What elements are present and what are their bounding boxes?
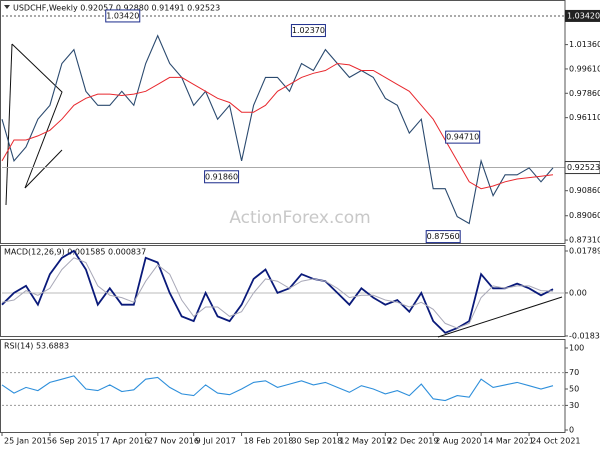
y-tick-label: 50 <box>569 385 579 394</box>
annotation-box <box>425 230 461 244</box>
x-tick-label: 22 Dec 2019 <box>387 437 438 446</box>
y-tick-label: 0.90860 <box>569 186 600 195</box>
x-tick-label: 18 Feb 2018 <box>244 437 294 446</box>
y-tick-label: 30 <box>569 401 579 410</box>
y-tick-label: 1.01360 <box>569 40 600 49</box>
rsi-title: RSI(14) 53.6883 <box>4 342 69 351</box>
annotation-box <box>290 24 326 38</box>
annotation-box <box>204 170 240 184</box>
watermark: ActionForex.com <box>229 208 370 228</box>
x-tick-label: 6 Sep 2015 <box>52 437 98 446</box>
x-tick-label: 30 Sep 2018 <box>291 437 342 446</box>
hline-label: 1.03420 <box>567 11 600 20</box>
price-panel <box>0 0 566 244</box>
triangle-side <box>5 43 13 206</box>
x-tick-label: 12 May 2019 <box>339 437 391 446</box>
macd-trendline <box>437 296 563 338</box>
annotation-label: 1.02370 <box>292 26 325 35</box>
triangle <box>11 43 63 189</box>
y-tick-label: -0.018354 <box>569 331 600 340</box>
annotation-box <box>445 130 481 144</box>
x-tick-label: 14 Mar 2021 <box>483 437 534 446</box>
trend-lines <box>5 43 563 338</box>
y-tick-label: 0.96110 <box>569 113 600 122</box>
y-tick-label: 0.00 <box>569 288 587 297</box>
series-line <box>1 249 554 334</box>
y-tick-label: 0.97860 <box>569 89 600 98</box>
x-tick-label: 27 Nov 2016 <box>148 437 199 446</box>
last-label: 0.92523 <box>567 163 600 172</box>
x-tick-label: 2 Aug 2020 <box>435 437 481 446</box>
series-line <box>1 62 554 190</box>
y-tick-label: 0.017898 <box>569 246 600 255</box>
menu-arrow <box>4 5 10 9</box>
hline-marker <box>565 9 600 22</box>
series-line <box>1 34 554 225</box>
annotation-label: 0.94710 <box>446 133 479 142</box>
macd-panel <box>0 245 566 337</box>
series-line <box>1 257 554 329</box>
series-line <box>1 375 554 402</box>
y-tick-label: 0.99610 <box>569 64 600 73</box>
annotation-label: 0.87560 <box>427 232 460 241</box>
triangle-base <box>24 149 63 189</box>
x-tick-label: 9 Jul 2017 <box>196 437 236 446</box>
x-tick-label: 17 Apr 2016 <box>100 437 149 446</box>
x-tick-label: 24 Oct 2021 <box>531 437 580 446</box>
x-tick-label: 25 Jan 2015 <box>4 437 52 446</box>
annotation-box <box>105 9 141 23</box>
y-tick-label: 0.87310 <box>569 236 600 245</box>
chart-title: USDCHF,Weekly 0.92057 0.92880 0.91491 0.… <box>13 4 220 13</box>
rsi-panel <box>0 339 566 433</box>
last-marker <box>564 161 600 175</box>
y-tick-label: 0 <box>569 426 574 435</box>
annotation-label: 1.03420 <box>106 11 139 20</box>
y-tick-label: 100 <box>569 344 584 353</box>
y-tick-label: 70 <box>569 368 579 377</box>
annotation-label: 0.91860 <box>205 172 238 181</box>
y-tick-label: 0.89060 <box>569 211 600 220</box>
